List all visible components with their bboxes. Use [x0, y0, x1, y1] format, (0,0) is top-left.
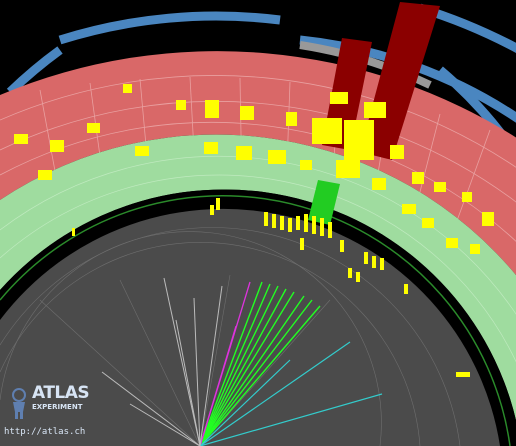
cyan-tracks: [199, 341, 383, 446]
energy-deposits: [14, 84, 494, 377]
magenta-tracks: [199, 281, 251, 446]
jet-tracks: [199, 281, 321, 446]
solenoid-ring: [0, 194, 511, 446]
atlas-logo[interactable]: ATLAS EXPERIMENT http://atlas.ch: [4, 383, 90, 443]
inner-detector: [0, 208, 500, 446]
logo-title: ATLAS: [32, 383, 90, 403]
atlas-figure-icon: [12, 388, 26, 419]
em-jet: [308, 180, 340, 225]
grey-tracks: [101, 277, 223, 446]
em-calorimeter: [0, 134, 516, 421]
em-cells: [72, 198, 408, 294]
logo-url[interactable]: http://atlas.ch: [4, 427, 86, 437]
logo-subtitle: EXPERIMENT: [32, 403, 83, 411]
